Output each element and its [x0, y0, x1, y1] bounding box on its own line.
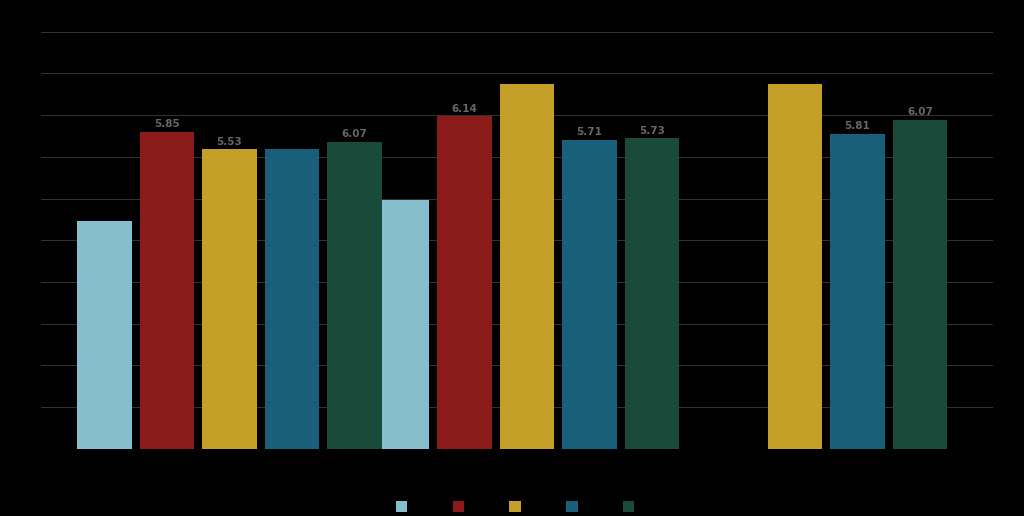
Bar	[264, 149, 319, 449]
Bar	[139, 132, 195, 449]
Text: 6.07: 6.07	[341, 129, 368, 139]
Text: 5.71: 5.71	[577, 127, 602, 137]
Bar	[437, 116, 492, 449]
Bar	[562, 139, 616, 449]
Text: 5.73: 5.73	[639, 126, 665, 136]
Bar	[500, 84, 554, 449]
Bar	[327, 142, 382, 449]
Legend: , , , , : , , , ,	[390, 495, 644, 516]
Text: 6.07: 6.07	[907, 107, 933, 117]
Bar	[375, 200, 429, 449]
Bar	[768, 84, 822, 449]
Bar	[202, 149, 257, 449]
Bar	[893, 120, 947, 449]
Text: 5.53: 5.53	[216, 137, 243, 147]
Text: 6.14: 6.14	[452, 104, 477, 114]
Text: 5.85: 5.85	[154, 119, 180, 130]
Bar	[625, 138, 679, 449]
Text: 5.81: 5.81	[845, 121, 870, 132]
Bar	[77, 221, 132, 449]
Bar	[830, 134, 885, 449]
